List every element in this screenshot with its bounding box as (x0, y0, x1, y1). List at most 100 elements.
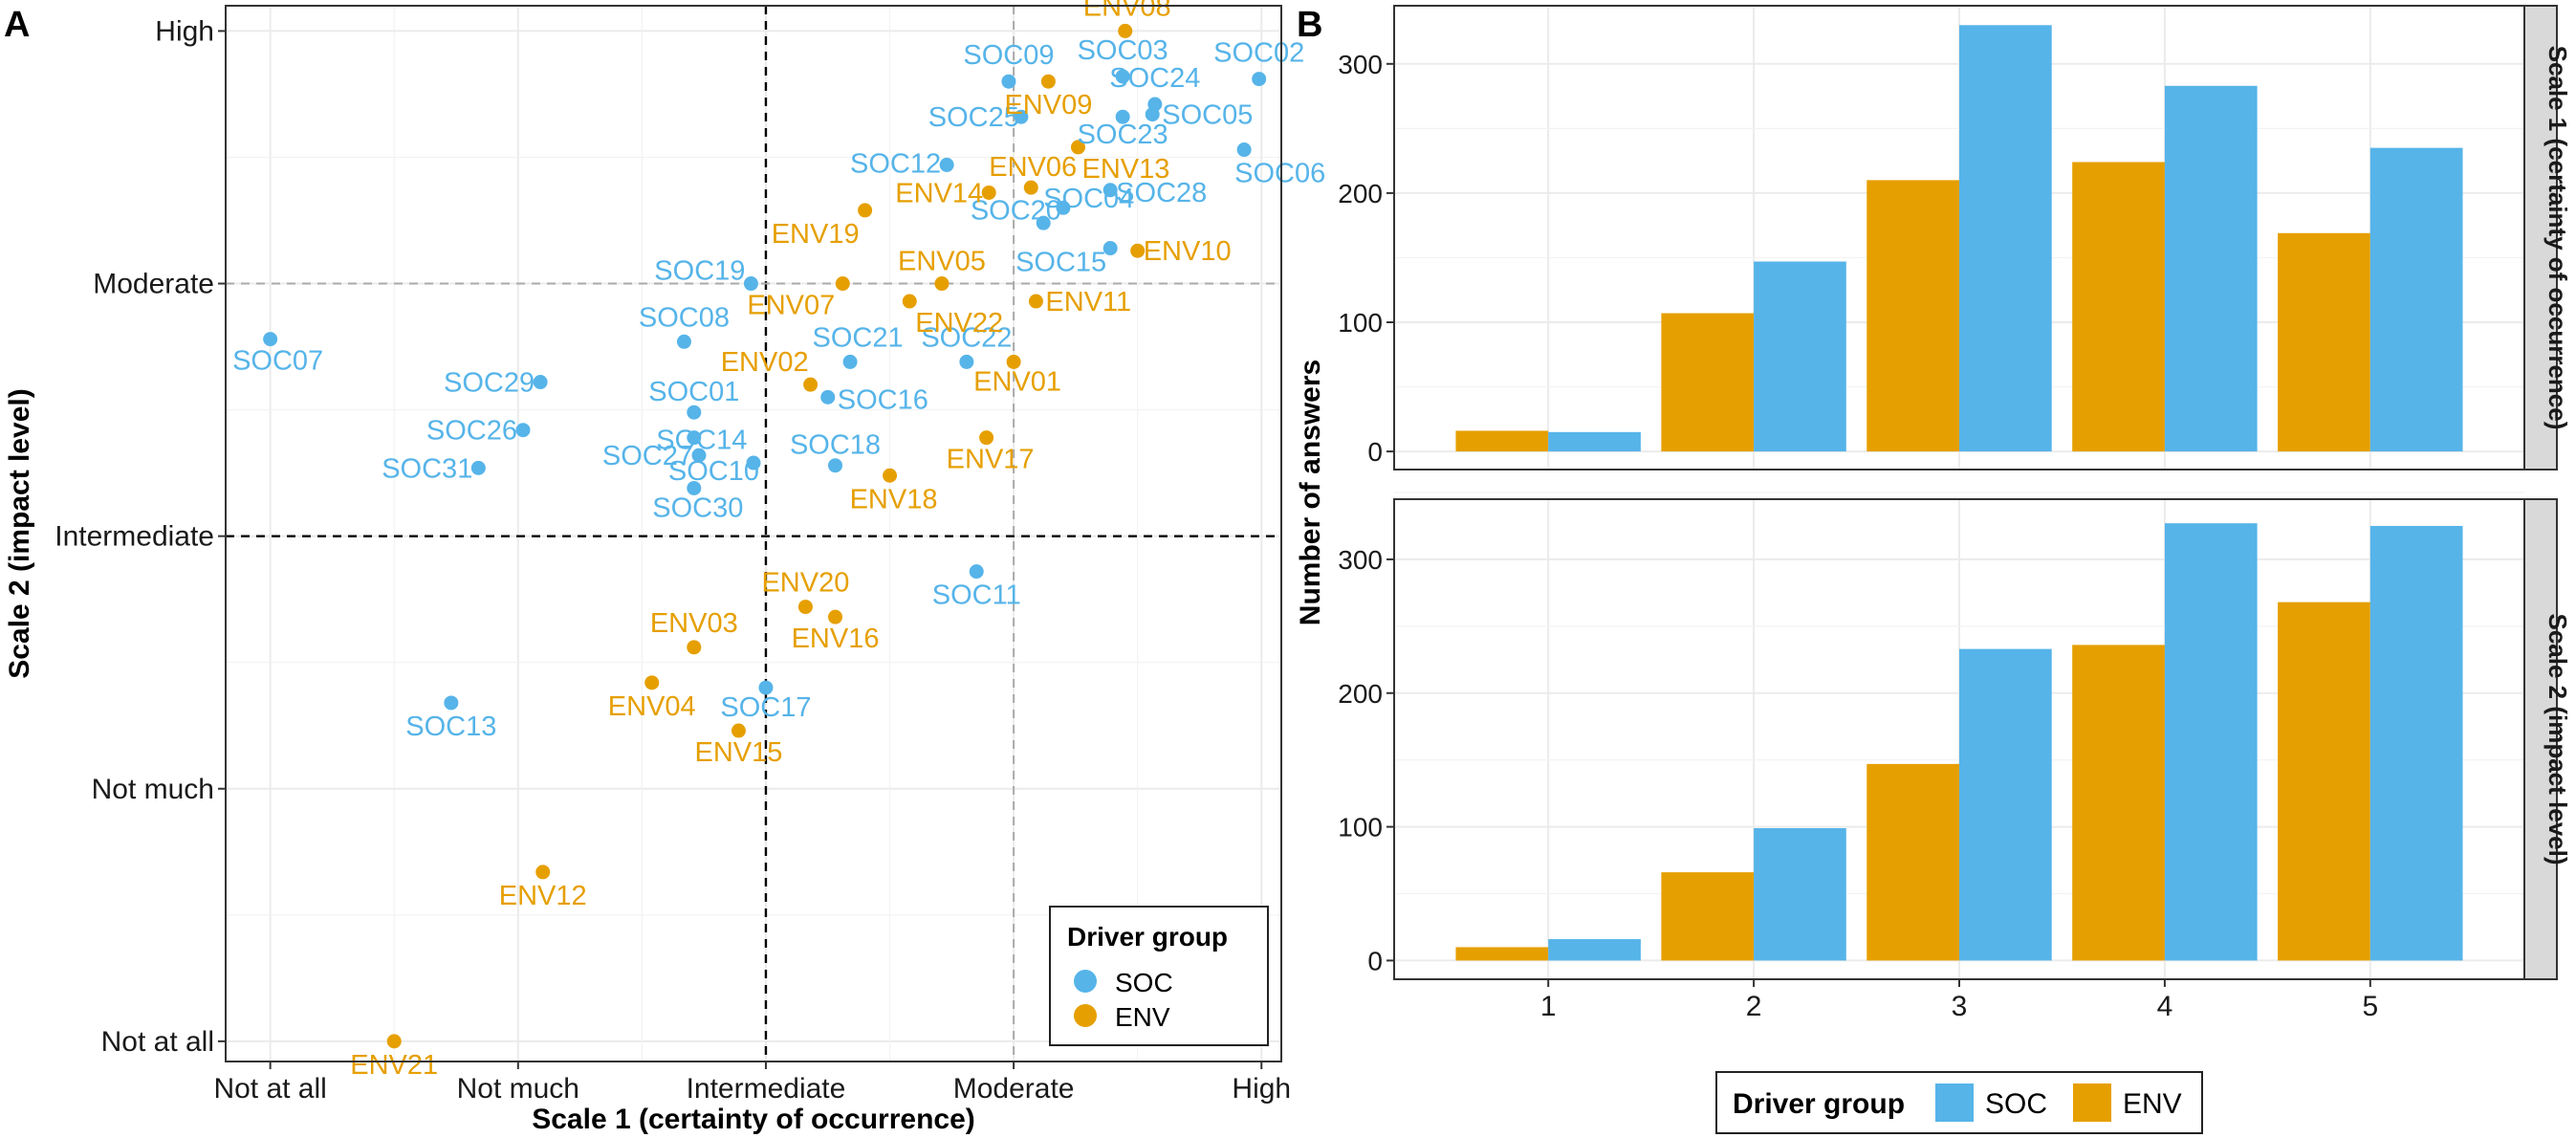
bar-soc-scale1-cat2 (1754, 261, 1846, 452)
bar-env-scale1-cat4 (2072, 162, 2165, 452)
scatter-label-env09: ENV09 (1004, 90, 1092, 120)
scatter-legend-title: Driver group (1067, 922, 1228, 952)
panel-a-label: A (4, 5, 30, 45)
scatter-label-soc18: SOC18 (790, 430, 881, 461)
scatter-y-tick-label: Moderate (93, 269, 214, 300)
scatter-y-tick-label: Not at all (101, 1026, 214, 1058)
bar-legend-env-swatch (2073, 1083, 2111, 1122)
bar-soc-scale2-cat4 (2164, 523, 2258, 961)
scatter-label-soc30: SOC30 (652, 492, 743, 523)
scatter-label-soc11: SOC11 (932, 580, 1021, 611)
scatter-point-soc28 (1102, 183, 1118, 198)
bar-env-scale1-cat5 (2278, 232, 2370, 452)
scatter-point-soc10 (746, 455, 761, 471)
scatter-label-env16: ENV16 (792, 624, 880, 654)
bar-soc-scale1-cat1 (1548, 431, 1641, 452)
scatter-y-tick-label: Intermediate (55, 521, 214, 553)
bar-soc-scale1-cat3 (1959, 25, 2052, 452)
scatter-label-soc29: SOC29 (444, 368, 535, 399)
scatter-x-axis-title: Scale 1 (certainty of occurrence) (532, 1104, 975, 1135)
scatter-y-axis-title: Scale 2 (impact level) (4, 388, 35, 679)
scatter-label-soc03: SOC03 (1078, 35, 1168, 66)
scatter-label-soc21: SOC21 (813, 322, 904, 353)
scatter-point-env10 (1130, 243, 1146, 258)
scatter-label-soc23: SOC23 (1078, 120, 1168, 150)
scatter-label-env08: ENV08 (1083, 0, 1171, 22)
scatter-label-env19: ENV19 (772, 219, 860, 250)
bar-x-tick-label: 3 (1952, 991, 1968, 1022)
scatter-legend-env-label: ENV (1115, 1002, 1170, 1032)
scatter-point-soc19 (743, 276, 758, 292)
scatter-point-env02 (803, 377, 819, 392)
scatter-label-soc26: SOC26 (426, 416, 517, 447)
scatter-point-soc01 (687, 405, 702, 420)
scatter-point-soc09 (1001, 74, 1016, 89)
scatter-point-env15 (731, 723, 746, 738)
scatter-label-env04: ENV04 (608, 691, 696, 722)
scatter-plot-frame (225, 5, 1282, 1062)
scatter-label-env12: ENV12 (499, 881, 587, 911)
bar-y-tick-label: 200 (1338, 179, 1383, 208)
bar-x-tick-label: 1 (1540, 991, 1557, 1022)
bar-facet-scale2: 0 100 200 300 Scale 2 (impact level) (1338, 492, 2572, 980)
scatter-point-env04 (644, 675, 660, 690)
scatter-point-env19 (858, 203, 873, 218)
scatter-point-soc22 (959, 354, 974, 369)
bar-y-tick-label: 300 (1338, 50, 1383, 79)
scatter-label-soc08: SOC08 (639, 302, 730, 333)
scatter-point-soc05 (1145, 107, 1160, 122)
scatter-label-soc27: SOC27 (602, 441, 693, 471)
scatter-point-env11 (1028, 294, 1043, 309)
scatter-point-env16 (828, 609, 843, 624)
scatter-point-soc29 (533, 375, 548, 390)
bar-legend-title: Driver group (1733, 1088, 1905, 1120)
scatter-label-soc19: SOC19 (654, 256, 745, 287)
bar-legend-env-label: ENV (2123, 1088, 2182, 1120)
bar-env-scale2-cat1 (1455, 947, 1549, 961)
scatter-label-env15: ENV15 (695, 737, 783, 768)
scatter-label-env01: ENV01 (973, 366, 1061, 397)
scatter-label-env02: ENV02 (721, 347, 809, 378)
scatter-x-tick-label: High (1232, 1073, 1291, 1105)
bar-y-tick-label: 300 (1338, 545, 1383, 575)
scatter-label-soc24: SOC24 (1109, 63, 1200, 94)
scatter-point-env03 (687, 640, 702, 655)
scatter-x-axis: Not at all Not much Intermediate Moderate Hi… (213, 1061, 1291, 1105)
scatter-label-env18: ENV18 (850, 484, 938, 514)
scatter-point-env17 (979, 430, 994, 446)
bar-legend-soc-label: SOC (1985, 1088, 2047, 1120)
scatter-point-soc02 (1252, 72, 1267, 87)
bar-soc-scale2-cat5 (2369, 525, 2463, 961)
scatter-point-soc13 (444, 695, 459, 711)
bar-y-tick-label: 100 (1338, 813, 1383, 843)
scatter-point-env14 (981, 185, 996, 200)
bar-env-scale1-cat3 (1867, 180, 1959, 452)
scatter-label-env11: ENV11 (1045, 287, 1131, 317)
scatter-point-soc21 (842, 354, 858, 369)
bar-env-scale2-cat2 (1661, 872, 1755, 961)
bar-facet-strip-label: Scale 2 (impact level) (2543, 613, 2572, 864)
bar-facet-scale1: 0 100 200 300 Scale 1 (certainty of occurren… (1338, 5, 2572, 471)
scatter-label-soc22: SOC22 (921, 322, 1012, 353)
scatter-point-env08 (1118, 23, 1133, 38)
scatter-x-tick-label: Not at all (213, 1073, 326, 1105)
scatter-point-env09 (1040, 74, 1056, 89)
bar-env-scale2-cat5 (2278, 602, 2370, 961)
scatter-legend-soc-swatch (1074, 970, 1097, 993)
bar-x-tick-label: 4 (2157, 991, 2173, 1022)
bar-panel: 0 100 200 300 Scale 1 (certainty of occurren… (1295, 5, 2572, 1134)
scatter-label-env06: ENV06 (989, 152, 1077, 183)
scatter-legend-env-swatch (1074, 1004, 1097, 1027)
scatter-points (263, 23, 1267, 1049)
scatter-label-soc15: SOC15 (1015, 248, 1106, 278)
scatter-label-soc12: SOC12 (850, 148, 941, 179)
scatter-point-soc27 (691, 448, 707, 463)
scatter-label-soc28: SOC28 (1116, 178, 1207, 208)
scatter-panel: SOC02 SOC03 SOC09 SOC24 SOC05 SOC25 SOC23 SOC06… (4, 0, 1325, 1135)
scatter-point-labels: SOC02 SOC03 SOC09 SOC24 SOC05 SOC25 SOC23 SOC06… (232, 0, 1325, 1081)
scatter-y-tick-label: High (155, 15, 214, 47)
scatter-point-soc11 (969, 564, 984, 580)
scatter-label-soc20: SOC20 (971, 195, 1061, 226)
scatter-point-env06 (1023, 180, 1038, 195)
